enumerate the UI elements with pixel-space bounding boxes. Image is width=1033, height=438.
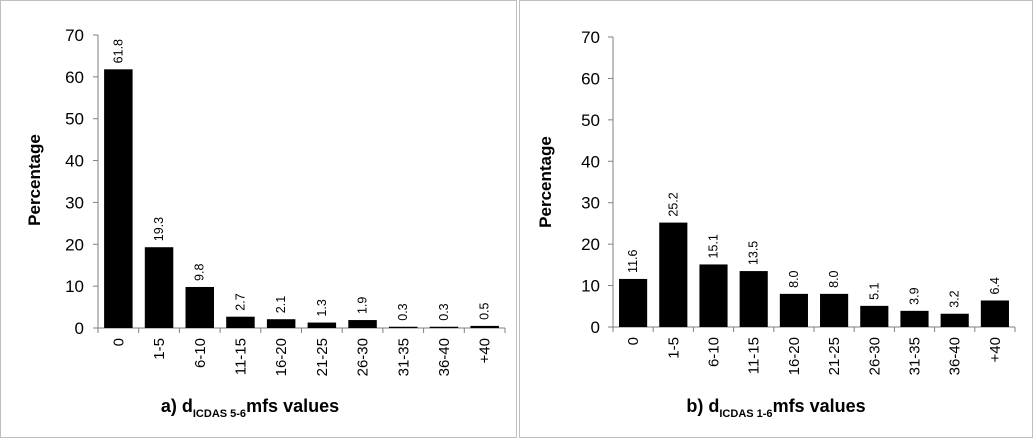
panel-b-bar bbox=[739, 271, 768, 327]
panel-a-y-tick-label: 50 bbox=[65, 110, 84, 129]
panel-b-y-tick-label: 10 bbox=[581, 277, 600, 296]
panel-b-data-label: 3.9 bbox=[908, 287, 922, 304]
panel-b-category-label: 26-30 bbox=[866, 337, 883, 375]
panel-a-bar bbox=[185, 286, 214, 328]
panel-b-plot: 0 10 20 30 40 50 60 70 11.6 0 25.2 1-5 15.1 6-10 13.5 1… bbox=[581, 28, 1016, 375]
panel-a-y-tick-label: 60 bbox=[65, 68, 84, 87]
panel-a-bar bbox=[144, 247, 174, 328]
panel-b-data-label: 8.0 bbox=[787, 270, 801, 287]
panel-a-data-label: 2.7 bbox=[233, 293, 247, 310]
panel-b-data-label: 13.5 bbox=[747, 241, 761, 265]
panel-a-category-label: 21-25 bbox=[314, 338, 331, 376]
panel-b-data-label: 15.1 bbox=[707, 234, 721, 258]
panel-b-y-tick-label: 70 bbox=[581, 28, 600, 47]
panel-a-bar bbox=[266, 319, 296, 328]
panel-a-category-label: +40 bbox=[477, 338, 494, 363]
panel-b-category-label: 11-15 bbox=[746, 337, 763, 374]
panel-b-y-tick-label: 0 bbox=[591, 318, 600, 337]
panel-a-data-label: 1.3 bbox=[315, 299, 329, 316]
panel-a-category-label: 1-5 bbox=[151, 338, 168, 360]
panel-b-bar bbox=[860, 305, 889, 327]
panel-b-category-label: +40 bbox=[987, 337, 1004, 362]
panel-a-data-label: 0.3 bbox=[437, 303, 451, 320]
panel-a-category-label: 11-15 bbox=[232, 338, 249, 375]
panel-a-y-tick-label: 70 bbox=[65, 26, 84, 45]
panel-b-category-label: 31-35 bbox=[907, 337, 924, 375]
panel-b-category-label: 1-5 bbox=[665, 337, 682, 359]
panel-a-bar bbox=[348, 320, 377, 328]
panel-b-bar bbox=[980, 300, 1009, 327]
panel-a-bar bbox=[307, 322, 337, 328]
panel-b-category-label: 36-40 bbox=[947, 337, 964, 375]
panel-a-bar bbox=[226, 316, 255, 328]
panel-a-y-tick-label: 30 bbox=[65, 193, 84, 212]
panel-b-data-label: 6.4 bbox=[988, 277, 1002, 294]
panel-a-y-axis-label: Percentage bbox=[25, 134, 44, 226]
panel-a-x-axis-title: a) dICDAS 5-6mfs values bbox=[161, 396, 339, 420]
panel-b-category-label: 6-10 bbox=[706, 337, 723, 367]
panel-a-category-label: 6-10 bbox=[192, 338, 209, 368]
panel-b-data-label: 5.1 bbox=[867, 282, 881, 299]
panel-b-bar bbox=[779, 293, 808, 327]
panel-b-y-tick-label: 50 bbox=[581, 111, 600, 130]
panel-b-y-tick-label: 40 bbox=[581, 152, 600, 171]
panel-b-bar bbox=[900, 310, 929, 327]
panel-b-x-axis-title: b) dICDAS 1-6mfs values bbox=[686, 396, 865, 420]
panel-b-y-tick-label: 30 bbox=[581, 194, 600, 213]
panel-b-category-label: 0 bbox=[625, 337, 642, 345]
panel-a-plot: 0 10 20 30 40 50 60 70 61.8 0 19.3 1-5 9.8 6-10 2.7 11-… bbox=[65, 26, 506, 376]
panel-a-y-tick-label: 10 bbox=[65, 277, 84, 296]
panel-a-category-label: 0 bbox=[110, 338, 127, 346]
panel-a-bar bbox=[470, 325, 499, 328]
panel-b-category-label: 21-25 bbox=[826, 337, 843, 375]
panel-a-data-label: 9.8 bbox=[193, 264, 207, 281]
panel-a-data-label: 61.8 bbox=[111, 39, 125, 63]
panel-b-category-label: 16-20 bbox=[786, 337, 803, 375]
panel-a-category-label: 26-30 bbox=[355, 338, 372, 376]
panel-a-bar bbox=[429, 326, 459, 328]
panel-a-bar bbox=[104, 69, 133, 328]
panel-a-data-label: 2.1 bbox=[274, 296, 288, 313]
panel-b-bar bbox=[699, 264, 728, 327]
panel-a-data-label: 19.3 bbox=[152, 217, 166, 241]
panel-a-y-tick-label: 20 bbox=[65, 235, 84, 254]
panel-b-data-label: 11.6 bbox=[626, 249, 640, 272]
panel-a-category-label: 31-35 bbox=[395, 338, 412, 376]
panel-b-y-axis-label: Percentage bbox=[536, 136, 555, 228]
panel-b-bar bbox=[619, 278, 648, 327]
panel-a-data-label: 0.5 bbox=[478, 302, 492, 319]
panel-b-bar bbox=[659, 222, 688, 327]
panel-a-data-label: 0.3 bbox=[396, 303, 410, 320]
panel-b-bar bbox=[940, 313, 969, 327]
panel-a-data-label: 1.9 bbox=[356, 297, 370, 314]
panel-a-y-tick-label: 0 bbox=[75, 319, 84, 338]
panel-a-category-label: 36-40 bbox=[436, 338, 453, 376]
panel-a-y-tick-label: 40 bbox=[65, 152, 84, 171]
panel-b-y-tick-label: 20 bbox=[581, 235, 600, 254]
panel-b-data-label: 25.2 bbox=[666, 192, 680, 216]
panel-b-data-label: 8.0 bbox=[827, 270, 841, 287]
panel-b-y-tick-label: 60 bbox=[581, 69, 600, 88]
panel-b-bar bbox=[820, 293, 849, 327]
panel-a-bar bbox=[389, 326, 418, 328]
panel-a-category-label: 16-20 bbox=[273, 338, 290, 376]
panel-b-data-label: 3.2 bbox=[948, 290, 962, 307]
